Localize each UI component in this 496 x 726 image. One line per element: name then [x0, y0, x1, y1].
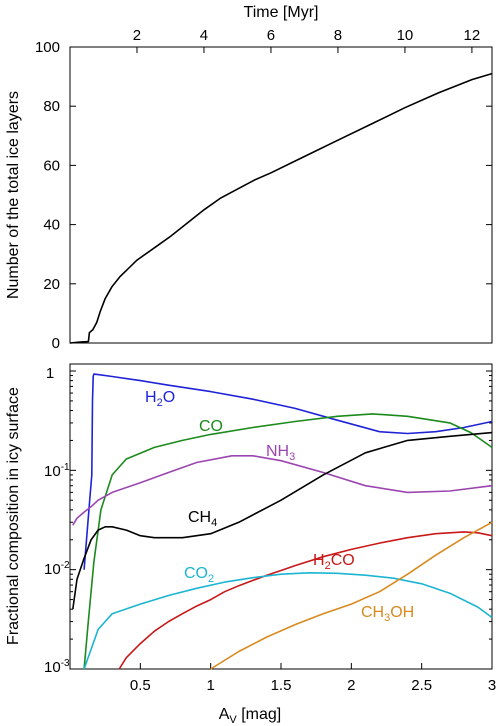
total-ice-layers-line	[69, 72, 493, 344]
y-tick-exponent: -3	[61, 658, 70, 669]
series-label-ch3oh: CH3OH	[361, 604, 414, 624]
series-line-ch4	[72, 431, 493, 610]
y-tick-label-1e-1: 10-1	[44, 462, 70, 480]
top-x-tick-label: 10	[397, 27, 414, 44]
top-y-tick-label: 0	[52, 335, 60, 352]
bottom-y-axis-label: Fractional composition in icy surface	[5, 387, 22, 645]
top-x-tick-label: 12	[464, 27, 481, 44]
series-line-nh3	[72, 455, 493, 526]
top-x-tick-label: 4	[200, 27, 208, 44]
bottom-plot-frame	[69, 363, 493, 670]
series-line-h2o	[83, 373, 493, 570]
series-line-co	[83, 413, 493, 670]
top-y-axis-label: Number of the total ice layers	[5, 91, 22, 299]
bottom-panel: 0.5 1 1.5 2 2.5 3 1 10-1 10-2 10-3 H2O CO NH3…	[5, 363, 496, 726]
y-tick-base: 10	[44, 463, 61, 480]
bottom-x-axis-label: AV [mag]	[219, 706, 281, 726]
top-y-tick-label: 100	[35, 39, 60, 56]
series-label-h2o: H2O	[145, 389, 175, 409]
bottom-y-ticks	[70, 370, 492, 670]
top-plot-frame	[69, 46, 493, 344]
bottom-series-lines	[72, 373, 493, 670]
y-tick-base: 10	[44, 659, 61, 676]
y-tick-label-1e-3: 10-3	[44, 658, 70, 676]
top-y-ticks: 0 20 40 60 80 100	[35, 39, 492, 352]
series-label-co2: CO2	[184, 565, 214, 585]
top-y-tick-label: 20	[43, 276, 60, 293]
series-label-co: CO	[199, 418, 223, 435]
series-line-co2	[83, 572, 493, 670]
series-line-h2co	[118, 531, 493, 670]
top-x-tick-label: 8	[334, 27, 342, 44]
bottom-x-tick-label: 2.5	[411, 677, 432, 694]
bottom-x-tick-label: 1.5	[271, 677, 292, 694]
y-tick-base: 10	[44, 561, 61, 578]
series-label-nh3: NH3	[266, 443, 295, 463]
top-panel: 2 4 6 8 10 12 0 20 40 60 80 100 Time [Myr] Number …	[5, 4, 493, 352]
series-label-h2co: H2CO	[313, 552, 355, 572]
y-tick-exponent: -1	[61, 462, 70, 473]
y-tick-label-1: 1	[46, 365, 54, 382]
top-y-tick-label: 40	[43, 217, 60, 234]
bottom-x-tick-label: 3	[488, 677, 496, 694]
y-tick-label-1e-2: 10-2	[44, 560, 70, 578]
top-x-tick-label: 2	[133, 27, 141, 44]
bottom-x-tick-label: 1	[206, 677, 214, 694]
top-x-axis-label: Time [Myr]	[244, 4, 319, 21]
bottom-x-ticks: 0.5 1 1.5 2 2.5 3	[130, 663, 496, 694]
top-y-tick-label: 80	[43, 98, 60, 115]
bottom-x-tick-label: 0.5	[130, 677, 151, 694]
bottom-x-tick-label: 2	[347, 677, 355, 694]
series-line-ch3oh	[210, 521, 493, 670]
top-x-ticks: 2 4 6 8 10 12	[133, 27, 480, 53]
top-y-tick-label: 60	[43, 157, 60, 174]
top-x-tick-label: 6	[267, 27, 275, 44]
series-label-ch4: CH4	[188, 509, 217, 529]
y-tick-exponent: -2	[61, 560, 70, 571]
